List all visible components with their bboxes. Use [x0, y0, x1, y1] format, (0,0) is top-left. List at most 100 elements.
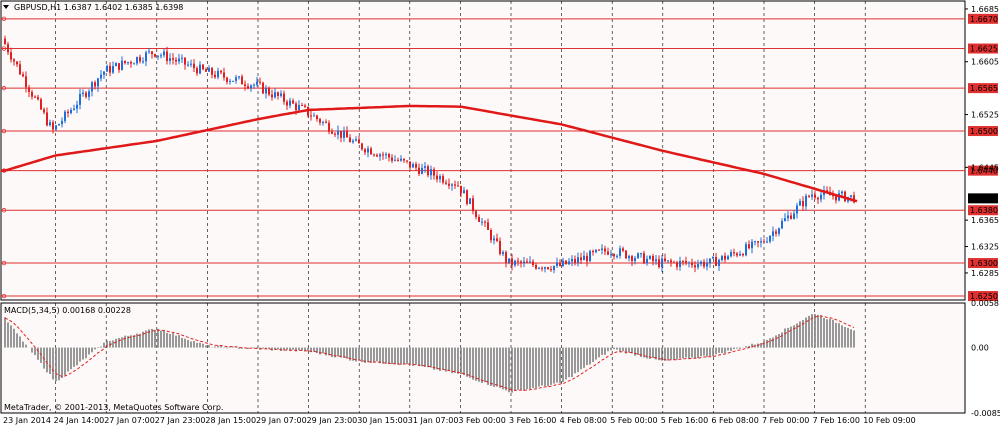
- candle-body: [553, 265, 555, 271]
- candle-body: [319, 119, 321, 123]
- candle-body: [103, 71, 105, 75]
- candle-body: [109, 65, 111, 73]
- candle-body: [247, 86, 249, 88]
- candle-body: [136, 57, 138, 64]
- candle-body: [547, 267, 549, 270]
- candle-body: [616, 255, 618, 257]
- candle-body: [481, 221, 483, 223]
- candle-body: [679, 260, 681, 267]
- candle-body: [151, 51, 153, 55]
- axes: 23 Jan 2014 24 Jan 14:00 27 Jan 07:00 27 Ja…: [3, 5, 1000, 425]
- candle-body: [445, 182, 447, 184]
- price-panel[interactable]: [0, 0, 966, 301]
- x-tick-label: 27 Jan 07:00: [104, 416, 155, 425]
- candle-body: [604, 248, 606, 252]
- level-anchor-icon: [1, 46, 7, 51]
- candle-body: [232, 80, 234, 82]
- candle-body: [784, 218, 786, 222]
- candle-body: [736, 253, 738, 256]
- macd-panel[interactable]: [0, 302, 966, 414]
- candle-body: [781, 221, 783, 229]
- collapse-triangle-icon[interactable]: [3, 5, 9, 9]
- candle-body: [334, 133, 336, 135]
- candle-body: [253, 84, 255, 86]
- candle-body: [40, 99, 42, 110]
- candlestick-series: [4, 35, 855, 274]
- candle-body: [58, 124, 60, 126]
- candle-body: [190, 63, 192, 65]
- candle-body: [4, 38, 6, 45]
- x-tick-label: 28 Jan 15:00: [205, 416, 256, 425]
- y-tick-label: 1.6525: [971, 111, 999, 120]
- candle-body: [256, 81, 258, 85]
- x-tick-label: 7 Feb 16:00: [813, 416, 860, 425]
- price-level-tag: [968, 205, 998, 216]
- candle-body: [415, 164, 417, 168]
- candle-body: [496, 238, 498, 241]
- macd-y-tick-label: 0.0058: [971, 299, 999, 308]
- candle-body: [730, 252, 732, 257]
- candle-body: [265, 88, 267, 94]
- x-tick-label: 5 Feb 00:00: [610, 416, 657, 425]
- candle-body: [700, 261, 702, 265]
- candle-body: [316, 115, 318, 120]
- candle-body: [532, 261, 534, 265]
- candle-body: [460, 185, 462, 194]
- candle-body: [418, 167, 420, 174]
- candle-body: [409, 161, 411, 168]
- x-tick-label: 5 Feb 16:00: [661, 416, 708, 425]
- candle-body: [250, 85, 252, 88]
- level-anchor-icon: [1, 260, 7, 266]
- candle-body: [217, 70, 219, 78]
- candle-body: [295, 103, 297, 111]
- candle-body: [802, 201, 804, 207]
- candle-body: [631, 256, 633, 262]
- level-anchor-icon: [1, 85, 7, 91]
- candle-body: [790, 215, 792, 219]
- candle-body: [421, 167, 423, 174]
- candle-body: [106, 65, 108, 72]
- candle-body: [508, 258, 510, 263]
- candle-body: [601, 248, 603, 250]
- y-tick-label: 1.6365: [971, 216, 999, 225]
- candle-body: [826, 190, 828, 192]
- candle-body: [241, 76, 243, 85]
- candle-body: [814, 194, 816, 198]
- candle-body: [676, 262, 678, 267]
- price-level-label: 1.6500: [970, 127, 998, 136]
- price-level-label: 1.6440: [970, 167, 998, 176]
- candle-body: [592, 250, 594, 253]
- candle-body: [424, 166, 426, 168]
- price-level-tag: [968, 291, 998, 302]
- candle-body: [466, 190, 468, 204]
- candle-body: [154, 54, 156, 57]
- candle-body: [358, 139, 360, 144]
- level-anchor-icon: [1, 293, 7, 299]
- candle-body: [595, 249, 597, 253]
- candle-body: [712, 257, 714, 259]
- candle-body: [685, 261, 687, 263]
- candle-body: [457, 185, 459, 187]
- candle-body: [652, 256, 654, 262]
- candle-body: [574, 258, 576, 263]
- candle-body: [658, 259, 660, 268]
- candle-body: [499, 240, 501, 254]
- candle-body: [580, 257, 582, 261]
- current-price-label: 1.6398: [970, 194, 998, 203]
- candle-body: [160, 55, 162, 57]
- candle-body: [505, 252, 507, 263]
- candle-body: [220, 70, 222, 73]
- candle-body: [229, 80, 231, 82]
- candle-body: [325, 121, 327, 123]
- candle-body: [169, 58, 171, 61]
- candle-body: [436, 175, 438, 180]
- candle-body: [760, 241, 762, 243]
- candle-body: [412, 164, 414, 168]
- level-anchor-icon: [1, 208, 7, 213]
- candle-body: [94, 82, 96, 87]
- x-tick-label: 27 Jan 23:00: [155, 416, 206, 425]
- candle-body: [526, 261, 528, 263]
- y-tick-label: 1.6325: [971, 243, 999, 252]
- candle-body: [583, 255, 585, 261]
